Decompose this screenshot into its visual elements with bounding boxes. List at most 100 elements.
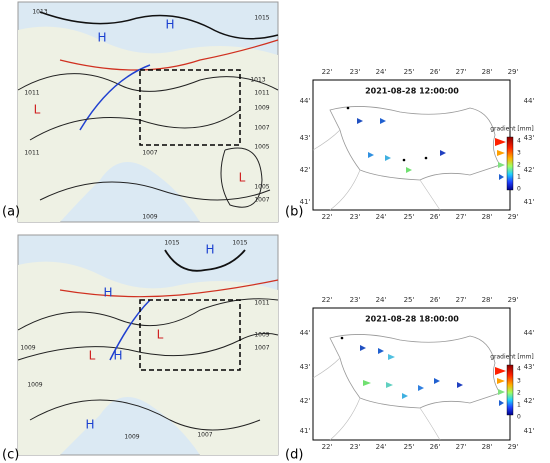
lon-label: 27' <box>456 213 467 221</box>
synoptic-map-a <box>17 1 279 223</box>
colorbar-tick-label: 2 <box>517 162 521 169</box>
lon-label: 28' <box>482 296 493 304</box>
colorbar-tick-label: 1 <box>517 174 521 181</box>
lon-label: 27' <box>456 443 467 451</box>
lon-label: 25' <box>404 443 415 451</box>
lat-label: 43' <box>524 134 535 142</box>
pressure-center: H <box>205 243 214 257</box>
lon-label: 22' <box>322 296 333 304</box>
isobar-label: 1013 <box>250 77 265 84</box>
isobar-label: 1005 <box>254 184 269 191</box>
lon-label: 26' <box>430 443 441 451</box>
lon-label: 24' <box>376 213 387 221</box>
pressure-center: H <box>113 349 122 363</box>
colorbar-tick-label: 4 <box>517 366 521 373</box>
lon-label: 29' <box>508 296 519 304</box>
lon-label: 28' <box>482 213 493 221</box>
lat-label: 42' <box>524 397 535 405</box>
isobar-label: 1013 <box>32 9 47 16</box>
lon-label: 23' <box>350 296 361 304</box>
lon-label: 29' <box>508 68 519 76</box>
isobar-label: 1009 <box>142 214 157 221</box>
isobar-label: 1007 <box>142 150 157 157</box>
panel-label: (a) <box>2 205 20 220</box>
colorbar-tick-label: 0 <box>517 414 521 421</box>
colorbar-label: gradient [mm] <box>490 126 534 133</box>
isobar-label: 1011 <box>254 300 269 307</box>
lat-label: 44' <box>524 329 535 337</box>
lat-label: 42' <box>524 166 535 174</box>
isobar-label: 1009 <box>254 105 269 112</box>
lon-label: 29' <box>508 443 519 451</box>
panel-label: (d) <box>285 448 303 463</box>
station-map-b <box>312 79 514 211</box>
pressure-center: L <box>157 328 164 342</box>
lon-label: 22' <box>322 443 333 451</box>
lon-label: 23' <box>350 443 361 451</box>
lon-label: 25' <box>404 68 415 76</box>
lat-label: 41' <box>300 427 311 435</box>
lon-label: 24' <box>376 443 387 451</box>
isobar-label: 1015 <box>254 15 269 22</box>
lat-label: 42' <box>300 397 311 405</box>
lon-label: 26' <box>430 68 441 76</box>
lat-label: 44' <box>300 329 311 337</box>
colorbar-tick-label: 3 <box>517 150 521 157</box>
lon-label: 29' <box>508 213 519 221</box>
isobar-label: 1005 <box>254 144 269 151</box>
lat-label: 44' <box>300 97 311 105</box>
pressure-center: L <box>239 171 246 185</box>
lat-label: 43' <box>300 134 311 142</box>
lon-label: 27' <box>456 296 467 304</box>
pressure-center: L <box>34 103 41 117</box>
map-title: 2021-08-28 18:00:00 <box>365 315 459 324</box>
lon-label: 24' <box>376 68 387 76</box>
lon-label: 27' <box>456 68 467 76</box>
synoptic-map-c <box>17 234 279 456</box>
colorbar-tick-label: 4 <box>517 138 521 145</box>
lon-label: 28' <box>482 443 493 451</box>
colorbar-tick-label: 3 <box>517 378 521 385</box>
map-title: 2021-08-28 12:00:00 <box>365 87 459 96</box>
lat-label: 42' <box>300 166 311 174</box>
lon-label: 25' <box>404 296 415 304</box>
lon-label: 25' <box>404 213 415 221</box>
lat-label: 44' <box>524 97 535 105</box>
lon-label: 26' <box>430 213 441 221</box>
colorbar-tick-label: 2 <box>517 390 521 397</box>
pressure-center: H <box>97 31 106 45</box>
pressure-center: H <box>103 286 112 300</box>
isobar-label: 1007 <box>254 125 269 132</box>
pressure-center: H <box>85 418 94 432</box>
colorbar-label: gradient [mm] <box>490 354 534 361</box>
station-map-d <box>312 307 514 441</box>
lon-label: 22' <box>322 68 333 76</box>
isobar-label: 1011 <box>254 90 269 97</box>
panel-label: (b) <box>285 205 303 220</box>
isobar-label: 1007 <box>197 432 212 439</box>
isobar-label: 1007 <box>254 197 269 204</box>
isobar-label: 1011 <box>24 90 39 97</box>
lon-label: 24' <box>376 296 387 304</box>
isobar-label: 1015 <box>232 240 247 247</box>
lat-label: 43' <box>300 363 311 371</box>
lat-label: 43' <box>524 363 535 371</box>
isobar-label: 1009 <box>124 434 139 441</box>
panel-label: (c) <box>2 448 19 463</box>
lon-label: 23' <box>350 213 361 221</box>
lat-label: 41' <box>524 198 535 206</box>
lon-label: 23' <box>350 68 361 76</box>
lat-label: 41' <box>300 198 311 206</box>
isobar-label: 1011 <box>24 150 39 157</box>
isobar-label: 1007 <box>254 345 269 352</box>
pressure-center: H <box>165 18 174 32</box>
isobar-label: 1015 <box>164 240 179 247</box>
colorbar-tick-label: 0 <box>517 186 521 193</box>
lon-label: 26' <box>430 296 441 304</box>
isobar-label: 1009 <box>20 345 35 352</box>
lon-label: 22' <box>322 213 333 221</box>
pressure-center: L <box>89 349 96 363</box>
lon-label: 28' <box>482 68 493 76</box>
isobar-label: 1009 <box>27 382 42 389</box>
